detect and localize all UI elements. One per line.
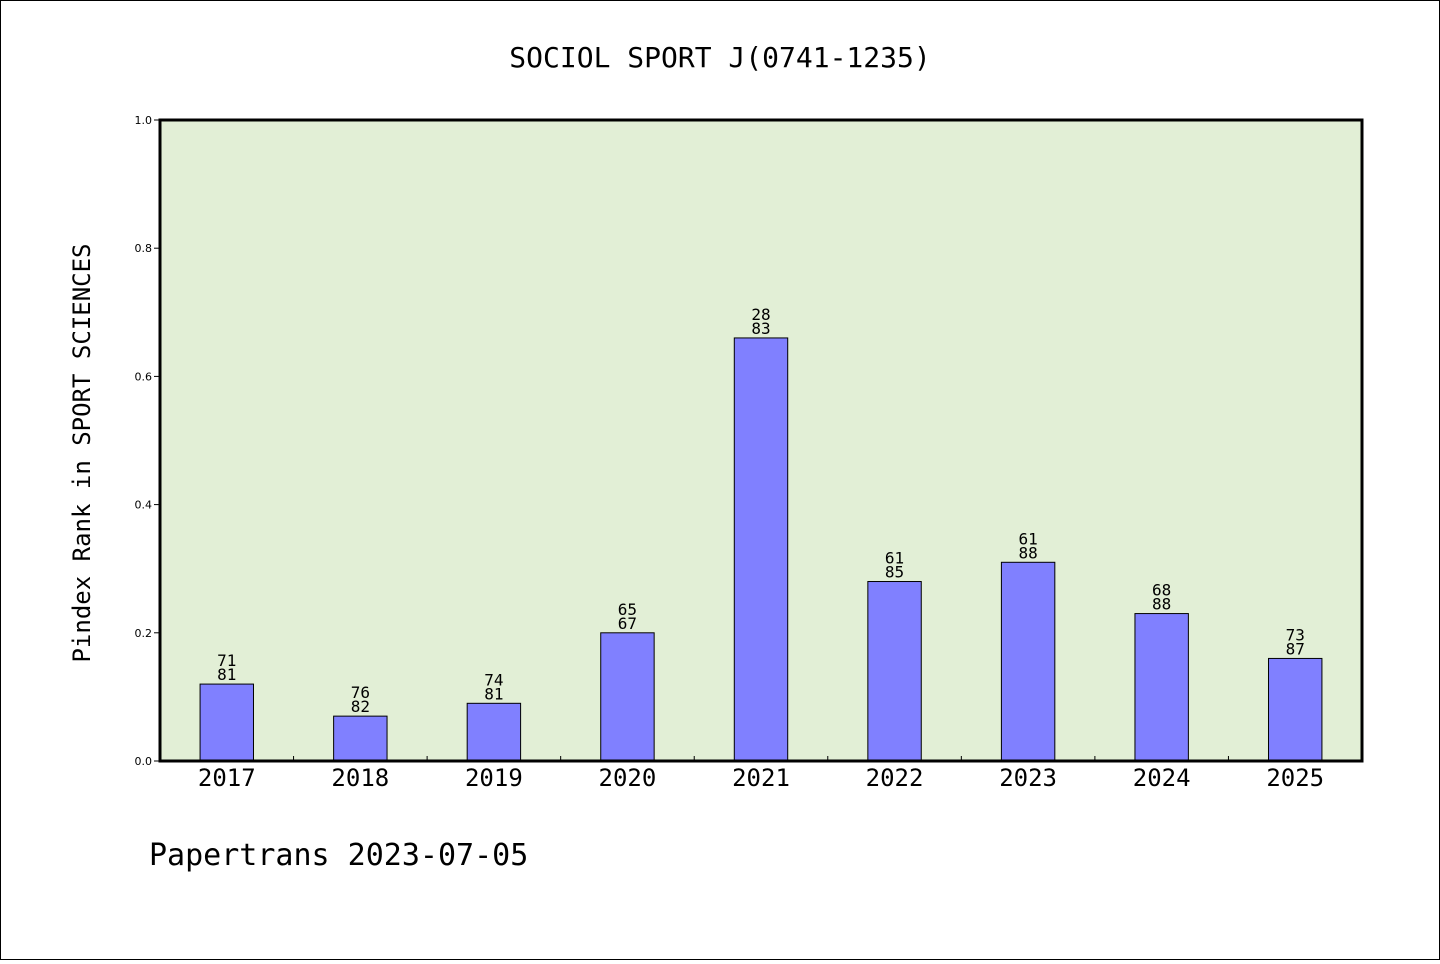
bar-label-bottom: 85 [885, 563, 904, 582]
y-tick-label: 0.8 [135, 242, 153, 255]
bar-2020 [600, 632, 655, 762]
bar-label-top: 65 [618, 600, 637, 619]
x-tick-label: 2022 [866, 764, 924, 792]
bar-label-bottom: 88 [1018, 543, 1037, 562]
y-tick-label: 0.2 [135, 627, 153, 640]
x-tick-label: 2024 [1133, 764, 1191, 792]
plot-border [158, 118, 1364, 763]
bar-label-top: 61 [885, 549, 904, 568]
y-tick-label: 0.0 [135, 755, 153, 768]
y-axis-label: Pindex Rank in SPORT SCIENCES [68, 243, 96, 662]
bar-label-top: 68 [1152, 581, 1171, 600]
bar-2021 [733, 337, 789, 762]
bar-label-bottom: 82 [351, 697, 370, 716]
x-tick-label: 2021 [732, 764, 790, 792]
bar-label-top: 71 [217, 651, 236, 670]
bar-label-top: 76 [351, 683, 370, 702]
x-tick-label: 2019 [465, 764, 523, 792]
bar-label-bottom: 81 [217, 665, 236, 684]
bar-label-bottom: 87 [1286, 639, 1305, 658]
y-tick-label: 1.0 [135, 114, 153, 127]
y-tick-label: 0.4 [135, 499, 153, 512]
bar-label-top: 74 [484, 670, 503, 689]
bar-label-bottom: 67 [618, 614, 637, 633]
y-tick-label: 0.6 [135, 370, 153, 383]
bar-2019 [466, 702, 522, 762]
x-tick-label: 2023 [999, 764, 1057, 792]
x-axis: 2017 2018 2019 2020 2021 2022 2023 2024 2025 [198, 756, 1324, 792]
chart-title: SOCIOL SPORT J(0741-1235) [509, 41, 930, 74]
bar-label-top: 61 [1018, 529, 1037, 548]
footer-text: Papertrans 2023-07-05 [149, 838, 528, 873]
x-tick-label: 2017 [198, 764, 256, 792]
bar-label-bottom: 88 [1152, 595, 1171, 614]
bar-2022 [867, 581, 922, 762]
x-tick-label: 2025 [1266, 764, 1324, 792]
bar-2025 [1268, 657, 1323, 762]
bar-2023 [1000, 561, 1056, 762]
bar-2017 [199, 683, 254, 762]
bar-label-bottom: 83 [751, 319, 770, 338]
y-axis: 0.0 0.2 0.4 0.6 0.8 1.0 [135, 114, 160, 768]
x-tick-label: 2018 [331, 764, 389, 792]
bar-2018 [333, 715, 388, 762]
bar-label-bottom: 81 [484, 684, 503, 703]
bar-label-top: 73 [1286, 625, 1305, 644]
bar-2024 [1134, 613, 1189, 762]
bar-label-top: 28 [751, 305, 770, 324]
x-tick-label: 2020 [599, 764, 657, 792]
